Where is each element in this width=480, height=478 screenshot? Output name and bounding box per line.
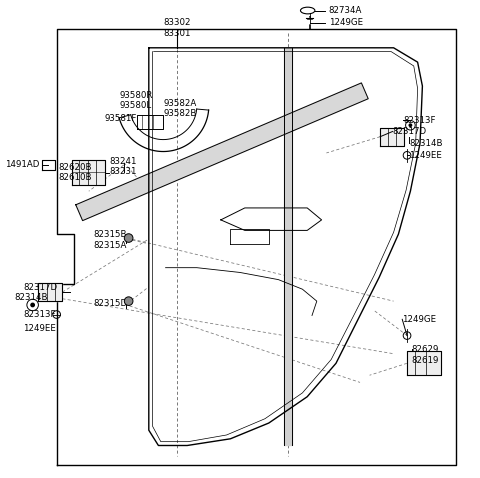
Text: 93582A
93582B: 93582A 93582B <box>163 99 197 119</box>
Circle shape <box>124 297 133 305</box>
Text: 82620B
82610B: 82620B 82610B <box>59 163 92 182</box>
Circle shape <box>30 303 35 307</box>
Text: 82314B: 82314B <box>14 293 48 302</box>
Text: 82315B
82315A: 82315B 82315A <box>94 230 127 250</box>
Text: 82629
82619: 82629 82619 <box>412 345 439 365</box>
Text: 1249EE: 1249EE <box>23 324 56 333</box>
Polygon shape <box>72 160 105 185</box>
Text: 82313F: 82313F <box>403 116 436 125</box>
Text: 82314B: 82314B <box>409 139 443 148</box>
Text: 1249GE: 1249GE <box>402 315 436 324</box>
Polygon shape <box>284 48 292 445</box>
Text: 1249GE: 1249GE <box>329 19 363 27</box>
Polygon shape <box>407 351 441 375</box>
Text: 93581F: 93581F <box>105 114 137 123</box>
Text: 82317D: 82317D <box>393 127 427 136</box>
Circle shape <box>408 123 412 127</box>
Polygon shape <box>380 128 404 146</box>
Circle shape <box>124 234 133 242</box>
Text: 93580R
93580L: 93580R 93580L <box>119 91 153 110</box>
Text: 82317D: 82317D <box>23 283 57 292</box>
Text: 82734A: 82734A <box>329 6 362 15</box>
Polygon shape <box>38 283 62 301</box>
Text: 82313F: 82313F <box>23 310 56 319</box>
Circle shape <box>306 18 313 24</box>
Text: 1249EE: 1249EE <box>409 151 442 160</box>
Polygon shape <box>76 83 368 221</box>
Text: 82315D: 82315D <box>94 299 128 308</box>
Text: 1491AD: 1491AD <box>5 161 39 169</box>
Text: 83302
83301: 83302 83301 <box>163 18 191 38</box>
Text: 83241
83231: 83241 83231 <box>109 157 137 176</box>
